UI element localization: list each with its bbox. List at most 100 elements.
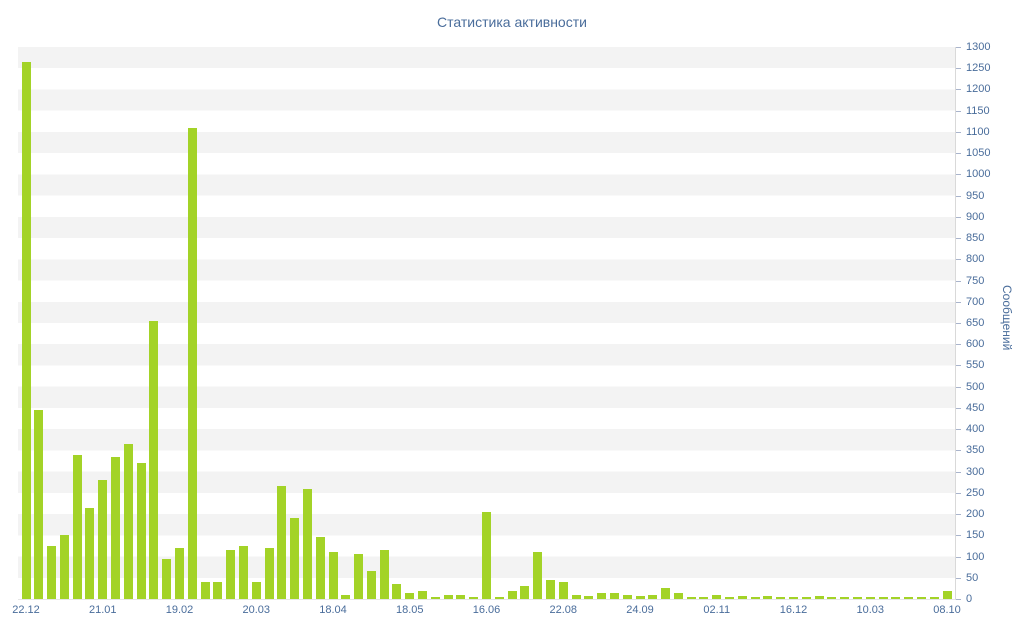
bar bbox=[584, 595, 594, 599]
y-axis-tick-label: 300 bbox=[966, 465, 985, 478]
y-axis-tick bbox=[956, 429, 961, 431]
bar bbox=[59, 535, 69, 599]
y-axis-tick bbox=[956, 471, 961, 473]
bar bbox=[443, 594, 453, 599]
bar bbox=[149, 320, 159, 599]
y-axis-tick bbox=[956, 216, 961, 218]
bar bbox=[187, 127, 197, 599]
y-axis-tick bbox=[956, 323, 961, 324]
bar bbox=[430, 596, 440, 599]
x-axis-tick-label: 08.10 bbox=[933, 604, 961, 616]
y-axis-tick-label: 1200 bbox=[966, 83, 991, 96]
y-axis-tick-label: 1100 bbox=[966, 125, 990, 138]
y-axis-tick-label: 100 bbox=[966, 550, 985, 563]
y-axis-tick-label: 1050 bbox=[966, 147, 991, 160]
bar bbox=[814, 595, 824, 599]
y-axis-tick bbox=[956, 174, 961, 176]
y-axis-tick bbox=[956, 280, 961, 282]
y-axis-tick-label: 800 bbox=[966, 253, 985, 266]
bar bbox=[840, 597, 850, 599]
bar bbox=[673, 592, 683, 599]
y-axis-tick-label: 700 bbox=[966, 295, 985, 308]
x-axis-tick-label: 02.11 bbox=[703, 604, 731, 616]
bar bbox=[341, 594, 351, 599]
bar bbox=[456, 594, 466, 599]
y-axis-tick-label: 600 bbox=[966, 338, 985, 351]
x-axis-tick-label: 16.06 bbox=[472, 604, 501, 616]
y-axis-tick-label: 850 bbox=[966, 232, 985, 245]
y-axis-tick bbox=[956, 195, 961, 197]
bar bbox=[238, 545, 248, 599]
bar bbox=[789, 597, 798, 599]
y-axis-tick-label: 1000 bbox=[966, 168, 991, 181]
x-axis-tick-label: 24.09 bbox=[626, 604, 654, 616]
x-axis-tick-label: 10.03 bbox=[856, 604, 885, 616]
x-axis-tick-label: 20.03 bbox=[242, 604, 271, 616]
y-axis-tick bbox=[956, 365, 961, 367]
y-axis-title: Сообщений bbox=[1000, 285, 1014, 351]
bar bbox=[213, 582, 223, 599]
x-axis-tick-label: 22.08 bbox=[549, 604, 578, 616]
y-axis-tick bbox=[956, 386, 961, 388]
bar bbox=[85, 507, 95, 599]
bar bbox=[264, 548, 274, 599]
y-axis-tick bbox=[956, 407, 961, 409]
bar bbox=[507, 590, 517, 599]
bar bbox=[366, 571, 376, 599]
bar bbox=[776, 597, 786, 599]
bar bbox=[354, 554, 364, 599]
x-axis-tick-label: 22.12 bbox=[12, 604, 40, 616]
plot-area bbox=[18, 47, 956, 600]
bar bbox=[162, 558, 172, 599]
bar bbox=[686, 596, 696, 599]
bar bbox=[852, 597, 862, 599]
y-axis-tick bbox=[956, 577, 961, 579]
bar bbox=[405, 592, 415, 599]
y-axis-tick bbox=[956, 47, 961, 48]
bar bbox=[865, 597, 875, 599]
bar bbox=[482, 511, 491, 599]
y-axis-tick bbox=[956, 599, 961, 600]
y-axis-tick-label: 400 bbox=[966, 423, 985, 436]
y-axis-tick bbox=[956, 344, 961, 346]
y-axis-tick-label: 950 bbox=[966, 189, 985, 202]
y-axis-tick-label: 350 bbox=[966, 444, 985, 457]
y-axis-tick-label: 1250 bbox=[966, 62, 991, 75]
bar bbox=[251, 582, 261, 599]
bar bbox=[520, 586, 530, 599]
bar bbox=[929, 597, 939, 599]
y-axis-tick bbox=[956, 68, 961, 70]
y-axis-tick-label: 1150 bbox=[966, 104, 990, 117]
bar bbox=[916, 597, 926, 599]
bar bbox=[494, 596, 504, 599]
y-axis-tick bbox=[956, 535, 961, 537]
y-axis-tick-label: 500 bbox=[966, 380, 985, 393]
bar bbox=[533, 552, 543, 599]
y-axis-tick-label: 200 bbox=[966, 508, 985, 521]
bar bbox=[827, 597, 837, 599]
bar bbox=[21, 61, 31, 599]
bar bbox=[302, 488, 312, 599]
y-axis-tick-label: 150 bbox=[966, 529, 985, 542]
bar bbox=[418, 590, 428, 599]
bar bbox=[328, 552, 338, 599]
bar bbox=[699, 596, 709, 599]
bar bbox=[226, 550, 236, 599]
y-axis-tick-label: 750 bbox=[966, 274, 985, 287]
bar bbox=[750, 597, 760, 599]
y-axis-tick bbox=[956, 492, 961, 494]
bar bbox=[942, 590, 952, 599]
y-axis-tick bbox=[956, 450, 961, 452]
bar bbox=[904, 596, 914, 599]
y-axis-tick bbox=[956, 514, 961, 516]
bar bbox=[136, 463, 146, 599]
bar bbox=[315, 537, 325, 599]
y-axis-tick-label: 900 bbox=[966, 210, 985, 223]
x-axis-tick-label: 19.02 bbox=[165, 604, 194, 616]
bar bbox=[47, 545, 57, 599]
bar bbox=[34, 410, 44, 599]
y-axis-tick bbox=[956, 259, 961, 261]
x-axis-tick-label: 18.04 bbox=[319, 604, 347, 616]
bar bbox=[123, 444, 133, 599]
